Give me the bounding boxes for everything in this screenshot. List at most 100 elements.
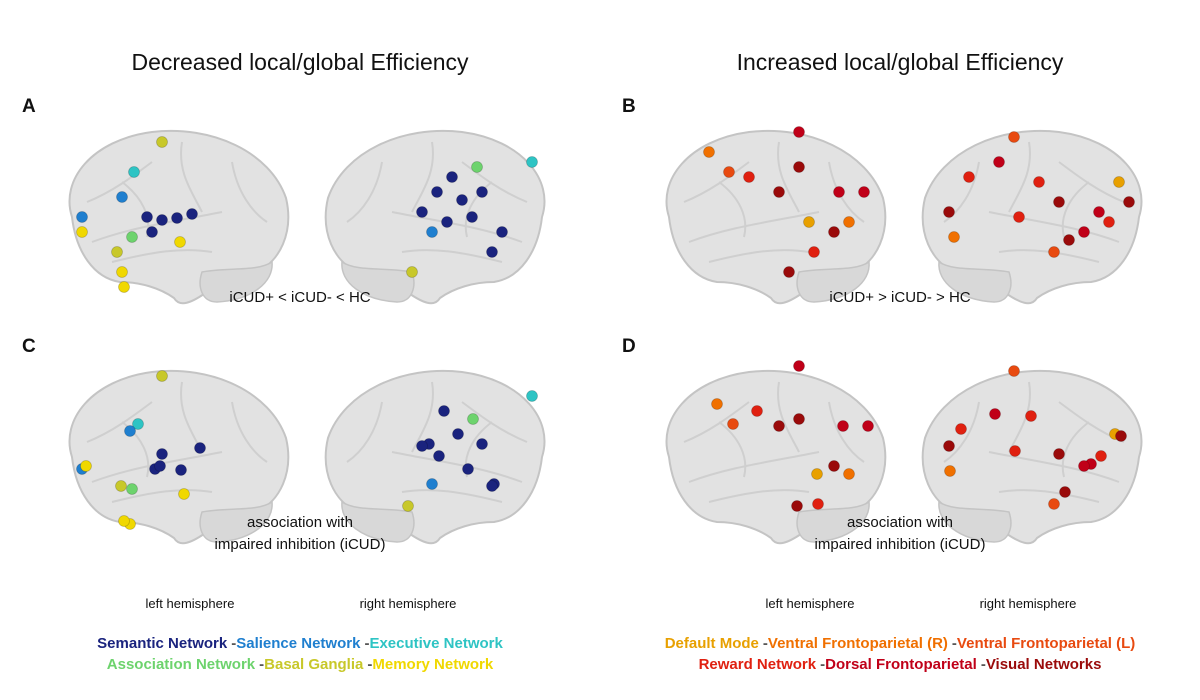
- node: [773, 420, 785, 432]
- node: [1025, 410, 1037, 422]
- node: [132, 418, 144, 430]
- legend-separator: -: [763, 635, 768, 652]
- node: [1009, 445, 1021, 457]
- brain: [665, 126, 887, 305]
- node: [156, 214, 168, 226]
- node: [141, 211, 153, 223]
- node: [446, 171, 458, 183]
- legend-separator: -: [259, 656, 264, 673]
- node: [186, 208, 198, 220]
- legend-separator: -: [231, 635, 236, 652]
- node: [476, 186, 488, 198]
- node: [174, 236, 186, 248]
- node: [456, 194, 468, 206]
- hemisphere-label: right hemisphere: [360, 596, 457, 611]
- node: [116, 191, 128, 203]
- node: [1013, 211, 1025, 223]
- panel-letter: A: [22, 96, 36, 117]
- node: [828, 226, 840, 238]
- node: [431, 186, 443, 198]
- node: [433, 450, 445, 462]
- legend-item: Default Mode: [665, 635, 759, 652]
- node: [526, 390, 538, 402]
- node: [793, 126, 805, 138]
- node: [471, 161, 483, 173]
- column-title: Increased local/global Efficiency: [737, 49, 1064, 75]
- hemisphere-label: left hemisphere: [146, 596, 235, 611]
- brain-surface: [665, 129, 887, 305]
- node: [1053, 196, 1065, 208]
- node: [156, 448, 168, 460]
- brain-surface: [921, 369, 1143, 545]
- legend-separator: -: [367, 656, 372, 673]
- node: [126, 231, 138, 243]
- legend-item: Visual Networks: [986, 656, 1102, 673]
- node: [711, 398, 723, 410]
- node: [1095, 450, 1107, 462]
- node: [156, 136, 168, 148]
- brain: [68, 129, 290, 305]
- node: [1078, 460, 1090, 472]
- node: [426, 478, 438, 490]
- legend-item: Reward Network: [699, 656, 817, 673]
- node: [496, 226, 508, 238]
- legend-line: Semantic Network -Salience Network -Execut…: [97, 635, 503, 652]
- brain: [921, 365, 1143, 545]
- node: [808, 246, 820, 258]
- legend-separator: -: [981, 656, 986, 673]
- node: [833, 186, 845, 198]
- node: [703, 146, 715, 158]
- panel-caption: iCUD+ < iCUD- < HC: [229, 289, 370, 306]
- node: [743, 171, 755, 183]
- node: [791, 500, 803, 512]
- brain: [324, 129, 546, 305]
- node: [1033, 176, 1045, 188]
- node: [727, 418, 739, 430]
- legend-separator: -: [364, 635, 369, 652]
- brain: [68, 369, 290, 545]
- node: [175, 464, 187, 476]
- node: [943, 440, 955, 452]
- hemisphere-label: left hemisphere: [766, 596, 855, 611]
- node: [1008, 131, 1020, 143]
- node: [476, 438, 488, 450]
- node: [128, 166, 140, 178]
- node: [858, 186, 870, 198]
- node: [1115, 430, 1127, 442]
- node: [963, 171, 975, 183]
- node: [124, 425, 136, 437]
- node: [944, 465, 956, 477]
- node: [723, 166, 735, 178]
- node: [862, 420, 874, 432]
- node: [194, 442, 206, 454]
- node: [466, 211, 478, 223]
- node: [989, 408, 1001, 420]
- node: [416, 440, 428, 452]
- node: [803, 216, 815, 228]
- legend-separator: -: [820, 656, 825, 673]
- node: [116, 266, 128, 278]
- node: [438, 405, 450, 417]
- panel-caption: iCUD+ > iCUD- > HC: [829, 289, 970, 306]
- legend-line: Default Mode -Ventral Frontoparietal (R) -…: [665, 635, 1136, 652]
- node: [811, 468, 823, 480]
- node: [118, 515, 130, 527]
- node: [1093, 206, 1105, 218]
- legend-item: Basal Ganglia: [264, 656, 364, 673]
- node: [1048, 246, 1060, 258]
- node: [948, 231, 960, 243]
- node: [993, 156, 1005, 168]
- node: [1103, 216, 1115, 228]
- node: [751, 405, 763, 417]
- node: [402, 500, 414, 512]
- node: [416, 206, 428, 218]
- node: [793, 161, 805, 173]
- node: [76, 226, 88, 238]
- legend-item: Ventral Frontoparietal (L): [957, 635, 1135, 652]
- column-title: Decreased local/global Efficiency: [131, 49, 469, 75]
- node: [1053, 448, 1065, 460]
- node: [1059, 486, 1071, 498]
- node: [1123, 196, 1135, 208]
- hemisphere-label: right hemisphere: [980, 596, 1077, 611]
- node: [828, 460, 840, 472]
